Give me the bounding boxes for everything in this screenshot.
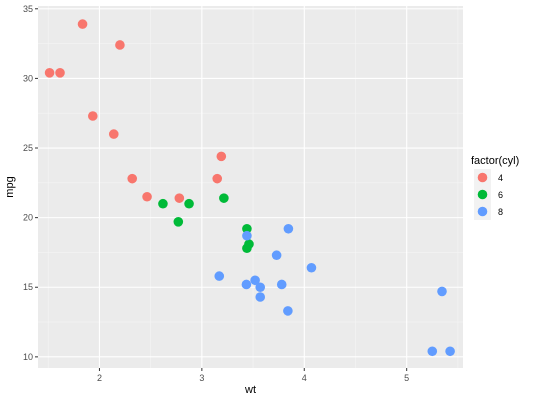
x-tick-label: 2: [97, 373, 102, 383]
data-points: [44, 19, 455, 357]
legend-swatch-6: [477, 189, 488, 200]
data-point-cyl-6: [173, 217, 184, 227]
data-point-cyl-8: [250, 275, 260, 286]
data-point-cyl-6: [158, 198, 168, 209]
data-point-cyl-6: [242, 223, 252, 234]
legend-title: factor(cyl): [471, 155, 519, 167]
x-tick-label: 5: [404, 373, 409, 383]
data-point-cyl-6: [184, 198, 194, 209]
data-point-cyl-4: [44, 68, 55, 78]
y-tick-label: 20: [23, 213, 33, 223]
legend-items: 4 6 8: [474, 169, 503, 220]
data-point-cyl-8: [214, 271, 225, 281]
y-tick-label: 10: [23, 352, 33, 362]
x-tick-label: 3: [199, 373, 204, 383]
y-tick-label: 25: [23, 143, 33, 153]
data-point-cyl-4: [142, 191, 152, 202]
y-tick-label: 35: [23, 4, 33, 14]
data-point-cyl-8: [255, 292, 266, 302]
data-point-cyl-8: [283, 223, 294, 234]
data-point-cyl-6: [244, 239, 254, 249]
legend-swatch-8: [477, 206, 488, 217]
legend-label-8: 8: [498, 207, 503, 217]
data-point-cyl-8: [271, 250, 282, 261]
data-point-cyl-4: [174, 193, 185, 203]
data-point-cyl-6: [219, 193, 229, 203]
data-point-cyl-8: [427, 346, 438, 357]
data-point-cyl-4: [127, 173, 138, 184]
minor-gridlines: [38, 6, 463, 368]
legend-label-4: 4: [498, 173, 503, 183]
data-point-cyl-4: [55, 68, 65, 78]
y-axis: 10 15 20 25 30 35: [23, 4, 38, 362]
data-point-cyl-8: [445, 346, 455, 357]
data-point-cyl-8: [241, 279, 252, 290]
legend-swatch-4: [477, 172, 488, 183]
y-tick-label: 30: [23, 73, 33, 83]
data-point-cyl-4: [212, 173, 223, 184]
legend-label-6: 6: [498, 190, 503, 200]
data-point-cyl-4: [77, 19, 88, 29]
data-point-cyl-8: [255, 282, 266, 293]
data-point-cyl-8: [242, 230, 252, 241]
y-tick-label: 15: [23, 282, 33, 292]
x-axis: 2 3 4 5: [97, 368, 409, 383]
x-tick-label: 4: [302, 373, 307, 383]
major-gridlines: [38, 6, 463, 368]
x-axis-title: wt: [244, 384, 256, 396]
data-point-cyl-8: [306, 262, 317, 273]
data-point-cyl-4: [216, 151, 227, 162]
data-point-cyl-4: [115, 40, 125, 50]
data-point-cyl-4: [87, 111, 98, 121]
data-point-cyl-8: [283, 306, 293, 316]
data-point-cyl-4: [108, 129, 119, 139]
legend: factor(cyl) 4 6 8: [471, 155, 519, 220]
data-point-cyl-8: [276, 279, 287, 290]
y-axis-title: mpg: [4, 176, 16, 197]
plot-panel: [38, 6, 463, 368]
data-point-cyl-8: [437, 286, 447, 297]
